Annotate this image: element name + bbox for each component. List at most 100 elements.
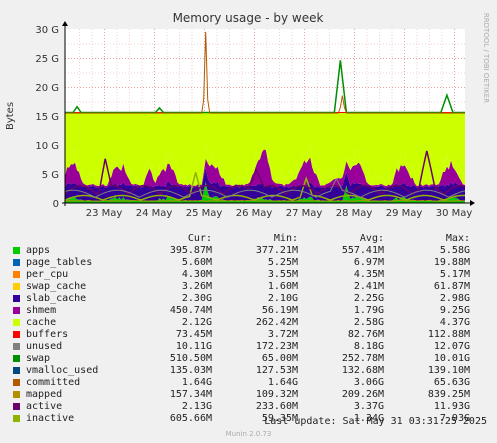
chart-title: Memory usage - by week xyxy=(173,11,324,25)
legend-cur-value: 135.03M xyxy=(169,365,212,376)
x-tick-label: 25 May xyxy=(186,208,223,219)
axes xyxy=(62,21,475,206)
legend-series-name: swap_cache xyxy=(26,281,87,292)
legend-swatch xyxy=(13,295,20,302)
legend-series-name: vmalloc_used xyxy=(26,365,99,376)
legend-swatch xyxy=(13,271,20,278)
legend-series-name: apps xyxy=(26,245,51,256)
x-tick-label: 26 May xyxy=(236,208,273,219)
legend-series-name: page_tables xyxy=(26,257,93,268)
legend-series-name: committed xyxy=(26,377,81,388)
x-axis-arrow xyxy=(470,200,475,206)
legend-min-value: 109.32M xyxy=(255,389,298,400)
legend-cur-value: 395.87M xyxy=(169,245,212,256)
legend-cur-value: 10.11G xyxy=(175,341,212,352)
legend-min-value: 127.53M xyxy=(255,365,298,376)
legend-max-value: 112.88M xyxy=(427,329,470,340)
area-unused xyxy=(65,112,465,184)
legend-avg-value: 3.37G xyxy=(353,401,384,412)
legend-avg-value: 1.34G xyxy=(353,413,384,424)
legend-max-value: 5.58G xyxy=(439,245,470,256)
y-tick-label: 10 G xyxy=(35,141,59,152)
y-tick-label: 30 G xyxy=(35,25,59,36)
legend-cur-value: 157.34M xyxy=(169,389,212,400)
legend-header-min: Min: xyxy=(273,233,298,244)
legend-cur-value: 5.60M xyxy=(181,257,212,268)
legend-swatch xyxy=(13,343,20,350)
y-axis-label: Bytes xyxy=(5,102,16,130)
legend-min-value: 1.64G xyxy=(267,377,298,388)
legend-avg-value: 209.26M xyxy=(341,389,384,400)
legend-min-value: 3.72M xyxy=(267,329,298,340)
legend-avg-value: 3.06G xyxy=(353,377,384,388)
legend-max-value: 12.07G xyxy=(433,341,470,352)
legend-max-value: 7.93G xyxy=(439,413,470,424)
line-mapped xyxy=(64,199,466,202)
legend-series-name: per_cpu xyxy=(26,269,69,280)
last-update: Last update: Sat May 31 03:31:25 2025 xyxy=(264,416,487,427)
line-swap xyxy=(65,60,465,114)
y-tick-label: 0 xyxy=(53,199,59,210)
legend-min-value: 233.60M xyxy=(255,401,298,412)
x-tick-label: 24 May xyxy=(136,208,173,219)
legend-series-name: mapped xyxy=(26,389,63,400)
area-cache xyxy=(65,140,465,187)
legend-max-value: 4.37G xyxy=(439,317,470,328)
area-shmem xyxy=(65,149,465,188)
legend-min-value: 1.60M xyxy=(267,281,298,292)
tick-labels: 0 5 G 10 G 15 G 20 G 25 G 30 G 23 May 24 May 25 M… xyxy=(35,25,472,219)
legend-max-value: 19.88M xyxy=(433,257,470,268)
legend-min-value: 172.23M xyxy=(255,341,298,352)
legend-max-value: 10.01G xyxy=(433,353,470,364)
legend-series-name: cache xyxy=(26,317,57,328)
legend-swatch xyxy=(13,415,20,422)
legend-max-value: 839.25M xyxy=(427,389,470,400)
legend-series-name: swap xyxy=(26,353,51,364)
legend-cur-value: 510.50M xyxy=(169,353,212,364)
legend-series-name: shmem xyxy=(26,305,57,316)
line-committed xyxy=(65,31,465,114)
y-tick-label: 20 G xyxy=(35,83,59,94)
legend-min-value: 377.21M xyxy=(255,245,298,256)
legend-header-max: Max: xyxy=(445,233,470,244)
legend-swatch xyxy=(13,391,20,398)
legend-swatch xyxy=(13,247,20,254)
legend-swatch xyxy=(13,367,20,374)
legend-avg-value: 1.79G xyxy=(353,305,384,316)
x-tick-label: 27 May xyxy=(286,208,323,219)
legend-swatch xyxy=(13,259,20,266)
legend-series-name: active xyxy=(26,401,63,412)
legend-swatch xyxy=(13,283,20,290)
legend-swatch xyxy=(13,319,20,326)
legend-avg-value: 6.97M xyxy=(353,257,384,268)
legend-header-cur: Cur: xyxy=(187,233,212,244)
legend-swatch xyxy=(13,379,20,386)
legend-series-name: unused xyxy=(26,341,63,352)
legend-min-value: 65.00M xyxy=(261,353,298,364)
y-tick-label: 15 G xyxy=(35,112,59,123)
legend-max-value: 2.98G xyxy=(439,293,470,304)
legend-swatch xyxy=(13,331,20,338)
legend-min-value: 3.55M xyxy=(267,269,298,280)
legend-cur-value: 450.74M xyxy=(169,305,212,316)
legend-cur-value: 73.45M xyxy=(175,329,212,340)
chart: 0 5 G 10 G 15 G 20 G 25 G 30 G 23 May 24 May 25 M… xyxy=(5,11,490,219)
x-tick-label: 28 May xyxy=(336,208,373,219)
legend-cur-value: 1.64G xyxy=(181,377,212,388)
x-tick-label: 30 May xyxy=(436,208,473,219)
munin-version: Munin 2.0.73 xyxy=(225,430,272,438)
x-tick-label: 29 May xyxy=(386,208,423,219)
legend-min-value: 2.10G xyxy=(267,293,298,304)
line-active xyxy=(64,150,466,196)
legend-avg-value: 82.76M xyxy=(347,329,384,340)
area-slab_cache xyxy=(65,167,465,201)
legend-min-value: 59.35M xyxy=(261,413,298,424)
legend-cur-value: 2.12G xyxy=(181,317,212,328)
legend-cur-value: 2.13G xyxy=(181,401,212,412)
legend-max-value: 65.63G xyxy=(433,377,470,388)
legend-cur-value: 2.30G xyxy=(181,293,212,304)
legend-series-name: inactive xyxy=(26,413,75,424)
legend-swatch xyxy=(13,355,20,362)
line-unused xyxy=(64,177,466,198)
legend-swatch xyxy=(13,403,20,410)
